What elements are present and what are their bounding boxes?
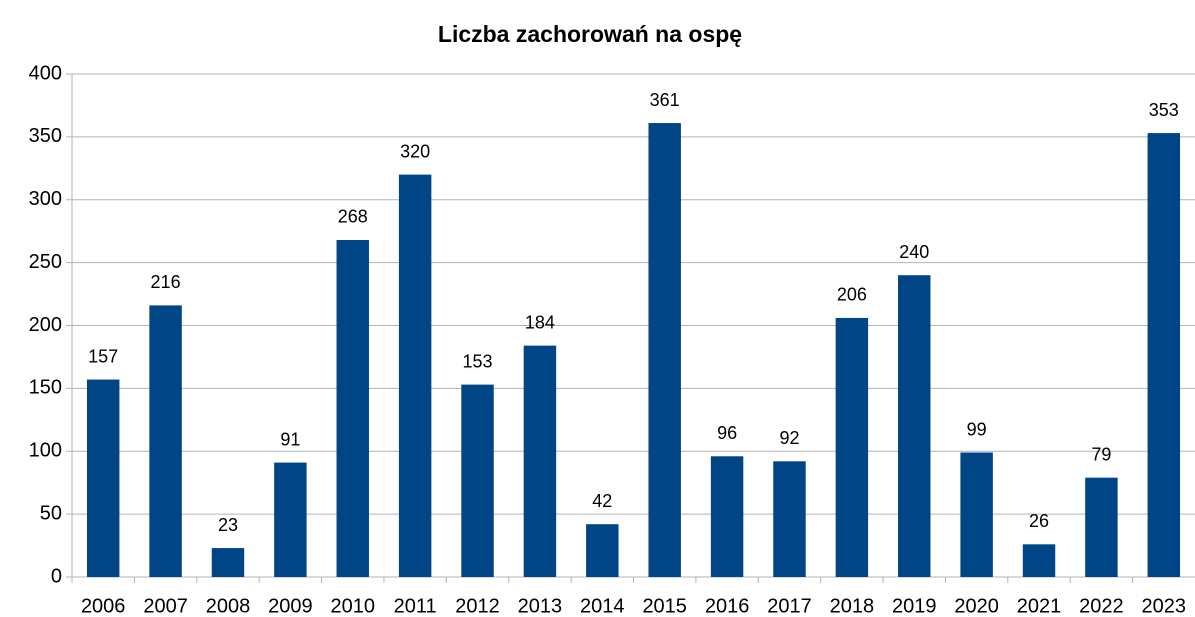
bar [1022, 544, 1056, 577]
x-tick-label: 2020 [954, 595, 999, 617]
data-label: 157 [88, 346, 118, 366]
x-tick-label: 2022 [1079, 595, 1124, 617]
bar [398, 174, 432, 577]
bar [1085, 477, 1118, 577]
bar [710, 456, 744, 577]
bar [274, 462, 307, 577]
x-tick-label: 2007 [143, 595, 188, 617]
bar [523, 345, 557, 577]
data-label: 184 [525, 312, 555, 332]
bar [835, 317, 869, 577]
y-tick-label: 50 [40, 502, 62, 524]
x-tick-label: 2011 [394, 595, 437, 617]
bar [898, 275, 931, 577]
bar [149, 305, 182, 577]
x-tick-label: 2014 [580, 595, 625, 617]
x-tick-label: 2010 [331, 595, 376, 617]
data-label: 26 [1029, 511, 1049, 531]
bar [211, 548, 245, 577]
x-tick-label: 2017 [767, 595, 812, 617]
data-label: 99 [967, 419, 987, 439]
y-tick-label: 250 [29, 251, 62, 273]
data-label: 320 [400, 141, 430, 161]
bar [960, 452, 993, 577]
bar [773, 461, 806, 577]
bar [1147, 133, 1181, 578]
bar [86, 379, 120, 577]
data-label: 79 [1091, 444, 1111, 464]
y-tick-label: 0 [51, 565, 62, 587]
x-tick-label: 2019 [892, 595, 937, 617]
data-label: 206 [837, 285, 867, 305]
data-label: 23 [218, 515, 238, 535]
data-label: 216 [151, 272, 181, 292]
data-label: 92 [779, 428, 799, 448]
bar [461, 384, 494, 577]
x-tick-label: 2016 [705, 595, 750, 617]
x-tick-label: 2009 [268, 595, 313, 617]
x-tick-label: 2006 [81, 595, 126, 617]
y-tick-label: 150 [29, 377, 62, 399]
data-label: 96 [717, 423, 737, 443]
x-tick-label: 2018 [830, 595, 875, 617]
y-tick-label: 350 [29, 125, 62, 147]
data-label: 91 [280, 429, 300, 449]
bar [336, 239, 369, 578]
x-tick-label: 2013 [518, 595, 563, 617]
y-tick-label: 400 [29, 62, 62, 84]
x-tick-label: 2015 [642, 595, 687, 617]
x-tick-label: 2008 [206, 595, 251, 617]
y-tick-label: 200 [29, 314, 62, 336]
data-label: 353 [1149, 100, 1179, 120]
x-tick-label: 2023 [1142, 595, 1187, 617]
x-tick-label: 2012 [455, 595, 500, 617]
data-label: 361 [650, 90, 680, 110]
chart-title: Liczba zachorowań na ospę [438, 21, 742, 47]
y-tick-label: 300 [29, 188, 62, 210]
data-label: 153 [463, 351, 493, 371]
y-tick-label: 100 [29, 440, 62, 462]
data-label: 268 [338, 207, 368, 227]
data-label: 42 [592, 491, 612, 511]
bar [586, 524, 619, 577]
data-label: 240 [899, 242, 929, 262]
x-tick-label: 2021 [1017, 595, 1062, 617]
bar [648, 123, 681, 577]
